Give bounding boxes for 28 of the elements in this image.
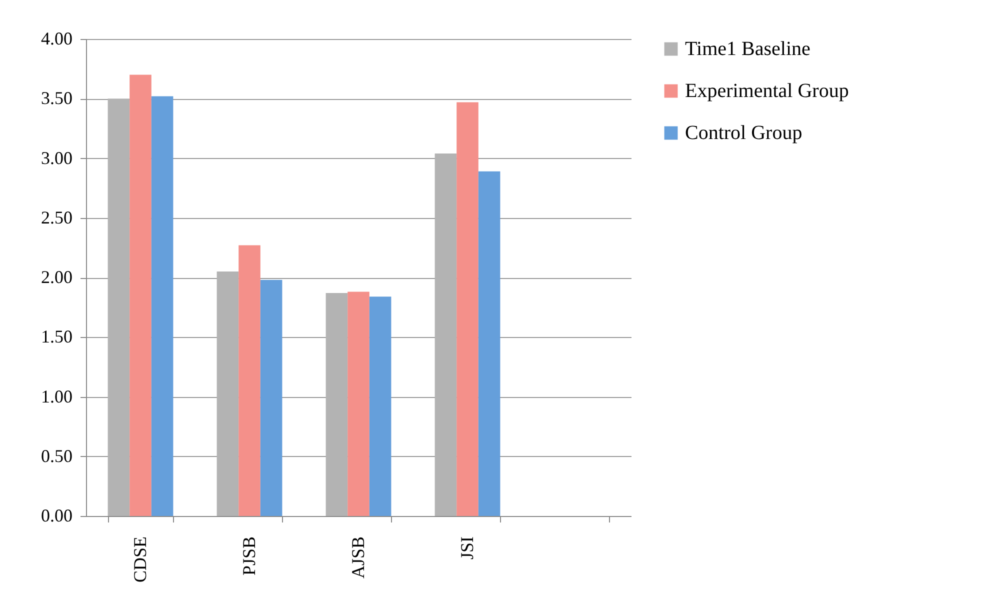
y-tick-label: 2.00 (41, 267, 72, 287)
y-tick-label: 0.50 (41, 446, 72, 466)
bar (456, 102, 478, 516)
y-tick-label: 1.00 (41, 386, 72, 406)
bar (326, 293, 348, 516)
bar (478, 171, 500, 516)
x-tick-label: AJSB (348, 536, 368, 579)
bar (260, 280, 282, 516)
legend-label: Experimental Group (685, 80, 849, 102)
y-tick-label: 3.00 (41, 148, 72, 168)
y-tick-label: 1.50 (41, 326, 72, 347)
bar (434, 153, 457, 516)
x-tick-label: CDSE (130, 536, 150, 583)
bar (151, 96, 174, 516)
bar (108, 98, 130, 516)
bar (348, 292, 370, 516)
bar (369, 296, 392, 516)
bar (130, 74, 152, 516)
bar (216, 272, 239, 516)
x-tick-label: PJSB (239, 536, 259, 576)
y-tick-label: 4.00 (41, 28, 72, 48)
y-tick-label: 3.50 (41, 88, 72, 108)
legend-label: Time1 Baseline (685, 38, 810, 60)
y-tick-label: 0.00 (41, 506, 72, 526)
bar (238, 245, 260, 516)
y-tick-label: 2.50 (41, 207, 72, 228)
legend-label: Control Group (685, 122, 802, 144)
x-tick-label: JSI (457, 536, 477, 560)
